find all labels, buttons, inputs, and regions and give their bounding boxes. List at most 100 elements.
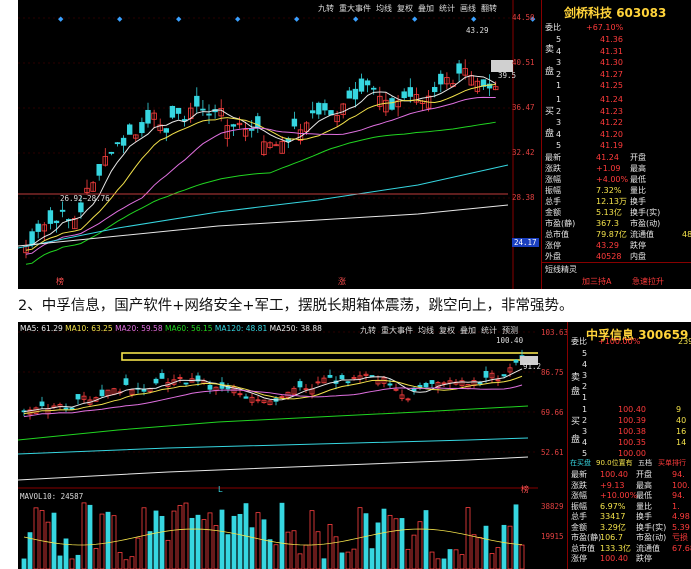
volume-bar bbox=[189, 517, 195, 569]
ask-row[interactable]: 2 bbox=[568, 381, 691, 392]
stat-row[interactable]: 总市值 79.87亿 流通值 48 bbox=[542, 229, 691, 240]
price: 100.00 bbox=[618, 449, 646, 458]
bid-row[interactable]: 2 41.23 bbox=[542, 106, 691, 117]
bid-row[interactable]: 1 100.40 9 bbox=[568, 404, 691, 415]
stat-row[interactable]: 市盈(静) 106.7 市盈(动) 亏损 bbox=[568, 532, 691, 543]
bid-row[interactable]: 2 100.39 40 bbox=[568, 415, 691, 426]
tab[interactable]: 买单排行 bbox=[658, 459, 686, 467]
tab[interactable]: 90.0位置有 bbox=[596, 459, 633, 467]
tab[interactable]: 五档 bbox=[638, 459, 652, 467]
buy-side-label: 盘 bbox=[545, 129, 555, 139]
chart-mark[interactable]: 榜 bbox=[521, 485, 529, 494]
bid-row[interactable]: 5 100.00 bbox=[568, 448, 691, 459]
short-line-wizard[interactable]: 短线精灵 bbox=[545, 265, 577, 274]
stat-label: 涨跌 bbox=[571, 480, 587, 490]
toolbar-item[interactable]: 复权 bbox=[439, 326, 455, 335]
stat-label: 最高 bbox=[636, 480, 652, 490]
tab[interactable]: 在买盘 bbox=[570, 459, 591, 467]
stat-row[interactable]: 涨幅 +10.00% 最低 94. bbox=[568, 490, 691, 501]
candle-body bbox=[230, 124, 237, 127]
sell-side-label: 卖 bbox=[571, 373, 581, 383]
stat-row[interactable]: 涨跌 +9.13 最高 100. bbox=[568, 480, 691, 491]
ask-row[interactable]: 3 bbox=[568, 370, 691, 381]
toolbar-item[interactable]: 重大事件 bbox=[339, 4, 371, 13]
volume-bar bbox=[147, 531, 153, 569]
ask-row[interactable]: 1 41.25 bbox=[542, 80, 691, 91]
volume-bar bbox=[135, 537, 141, 569]
ma-line bbox=[18, 204, 509, 247]
ask-row[interactable]: 5 bbox=[568, 348, 691, 359]
ask-row[interactable]: 3 41.30 bbox=[542, 57, 691, 68]
stat-row[interactable]: 市盈(静) 367.3 市盈(动) bbox=[542, 218, 691, 229]
candle-body bbox=[303, 122, 310, 132]
toolbar-item[interactable]: 画线 bbox=[460, 4, 476, 13]
stat-row[interactable]: 外盘 40528 内盘 bbox=[542, 251, 691, 262]
toolbar-item[interactable]: 九转 bbox=[360, 326, 376, 335]
stat-row[interactable]: 总手 12.13万 换手 bbox=[542, 196, 691, 207]
toolbar-item[interactable]: 九转 bbox=[318, 4, 334, 13]
stat-value: 7.32% bbox=[596, 186, 622, 195]
stat-row[interactable]: 涨停 43.29 跌停 bbox=[542, 240, 691, 251]
bid-row[interactable]: 3 100.38 16 bbox=[568, 426, 691, 437]
bid-row[interactable]: 3 41.22 bbox=[542, 117, 691, 128]
stat-row[interactable]: 金额 5.13亿 换手(实) bbox=[542, 207, 691, 218]
toolbar-item[interactable]: 均线 bbox=[418, 326, 434, 335]
volume-legend: MAVOL10: 24587 bbox=[20, 492, 84, 501]
chart-mark[interactable]: 榜 bbox=[56, 277, 64, 286]
wizard-items[interactable]: 加三持A 急速拉升 bbox=[582, 277, 664, 286]
bid-row[interactable]: 4 100.35 14 bbox=[568, 437, 691, 448]
stat-row[interactable]: 最新 41.24 开盘 bbox=[542, 152, 691, 163]
bid-row[interactable]: 1 41.24 bbox=[542, 94, 691, 105]
toolbar-item[interactable]: 重大事件 bbox=[381, 326, 413, 335]
stat-row[interactable]: 振幅 7.32% 量比 bbox=[542, 185, 691, 196]
bid-row[interactable]: 4 41.20 bbox=[542, 129, 691, 140]
stat-row[interactable]: 总手 33417 换手 4.98 bbox=[568, 511, 691, 522]
stat-row[interactable]: 金额 3.29亿 换手(实) 5.39 bbox=[568, 522, 691, 533]
bid-row[interactable]: 5 41.19 bbox=[542, 140, 691, 151]
toolbar-item[interactable]: 翻转 bbox=[481, 4, 497, 13]
toolbar-item[interactable]: 叠加 bbox=[418, 4, 434, 13]
toolbar-item[interactable]: 预测 bbox=[502, 326, 518, 335]
toolbar-item[interactable]: 叠加 bbox=[460, 326, 476, 335]
candle-body bbox=[157, 124, 163, 132]
weibi-label: 委比 bbox=[571, 337, 587, 346]
stock-chart-panel-2[interactable]: MA5: 61.29 MA10: 63.25 MA20: 59.58 MA60:… bbox=[18, 322, 691, 569]
toolbar-item[interactable]: 统计 bbox=[481, 326, 497, 335]
candle-body bbox=[139, 122, 145, 134]
ask-row[interactable]: 2 41.27 bbox=[542, 69, 691, 80]
stat-row[interactable]: 涨幅 +4.00% 最低 bbox=[542, 174, 691, 185]
candlestick-chart-2[interactable] bbox=[18, 322, 538, 569]
ma-legend-item: MA250: 38.88 bbox=[269, 324, 322, 333]
candlestick-chart-1[interactable]: ◆ ◆ ◆ ◆ ◆ ◆ ◆ ◆ ◆ bbox=[18, 0, 538, 289]
candle-body bbox=[339, 375, 345, 380]
high-price-label: 43.29 bbox=[466, 26, 489, 35]
chart-mark[interactable]: 涨 bbox=[338, 277, 346, 286]
chart-mark[interactable]: L bbox=[218, 485, 223, 494]
candle-body bbox=[370, 87, 377, 90]
candle-body bbox=[261, 141, 267, 156]
candle-body bbox=[129, 389, 135, 395]
volume-bar bbox=[171, 510, 177, 569]
volume-bar bbox=[273, 544, 279, 569]
toolbar-item[interactable]: 均线 bbox=[376, 4, 392, 13]
stock-title: 剑桥科技 603083 bbox=[564, 4, 666, 21]
toolbar-item[interactable]: 统计 bbox=[439, 4, 455, 13]
ask-row[interactable]: 1 bbox=[568, 392, 691, 403]
stat-row[interactable]: 涨停 100.40 跌停 bbox=[568, 553, 691, 564]
ask-row[interactable]: 4 41.31 bbox=[542, 46, 691, 57]
stat-label: 流通值 bbox=[630, 230, 654, 239]
candle-body bbox=[441, 382, 447, 385]
candle-body bbox=[96, 163, 102, 176]
stat-row[interactable]: 涨跌 +1.09 最高 bbox=[542, 163, 691, 174]
toolbar-item[interactable]: 复权 bbox=[397, 4, 413, 13]
volume-bar bbox=[327, 524, 333, 569]
stat-row[interactable]: 振幅 6.97% 量比 1. bbox=[568, 501, 691, 512]
stat-value: 94. bbox=[672, 470, 685, 479]
candle-body bbox=[393, 388, 399, 391]
stat-label: 量比 bbox=[630, 186, 646, 195]
stat-row[interactable]: 最新 100.40 开盘 94. bbox=[568, 469, 691, 480]
ask-row[interactable]: 5 41.36 bbox=[542, 34, 691, 45]
ask-row[interactable]: 4 bbox=[568, 359, 691, 370]
stock-chart-panel-1[interactable]: ◆ ◆ ◆ ◆ ◆ ◆ ◆ ◆ ◆ 九转 重大事件 均线 复权 叠加 统计 画线 翻转 44.5… bbox=[18, 0, 691, 289]
